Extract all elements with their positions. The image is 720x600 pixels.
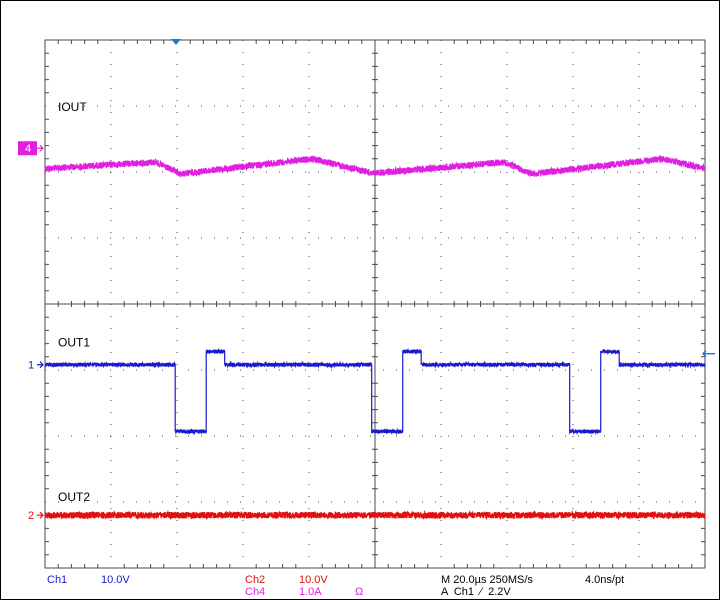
resolution-readout: 4.0ns/pt: [585, 574, 625, 586]
ch1-scale: 10.0V: [101, 574, 130, 586]
ch4-marker-arrow: [37, 144, 44, 152]
waveform-traces: IOUT OUT1 OUT2: [44, 100, 706, 521]
trigger-readout: A Ch1 ⁄ 2.2V: [441, 586, 511, 598]
series-label-iout: IOUT: [58, 100, 87, 114]
waveform-out1: [44, 347, 706, 436]
trace-out1: OUT1: [44, 336, 706, 436]
ch2-marker-label: 2: [28, 510, 34, 522]
ch2-marker-arrow: [37, 511, 44, 519]
trigger-position-marker: [171, 39, 181, 45]
timebase-readout: M 20.0µs 250MS/s: [441, 574, 533, 586]
ch2-label: Ch2: [245, 574, 266, 586]
ch2-scale: 10.0V: [299, 574, 328, 586]
ch1-marker-arrow: [37, 361, 44, 369]
series-label-out2: OUT2: [58, 490, 90, 504]
graticule-ticks: [45, 40, 705, 568]
channel-markers: 4 1 2: [18, 39, 715, 522]
ch1-marker-label: 1: [28, 360, 34, 372]
series-label-out1: OUT1: [58, 336, 90, 350]
trigger-level-marker: [702, 350, 715, 358]
trace-out2: OUT2: [44, 490, 706, 521]
ch4-marker-label: 4: [25, 143, 31, 155]
graticule-grid: [45, 40, 705, 568]
waveform-iout: [44, 154, 706, 178]
ch4-marker-box: [18, 141, 37, 156]
ch1-label: Ch1: [47, 574, 68, 586]
ch4-unit: Ω: [355, 586, 364, 598]
waveform-out2: [44, 509, 706, 521]
trace-iout: IOUT: [44, 100, 706, 178]
ch4-label: Ch4: [245, 586, 266, 598]
ch4-scale: 1.0A: [299, 586, 322, 598]
